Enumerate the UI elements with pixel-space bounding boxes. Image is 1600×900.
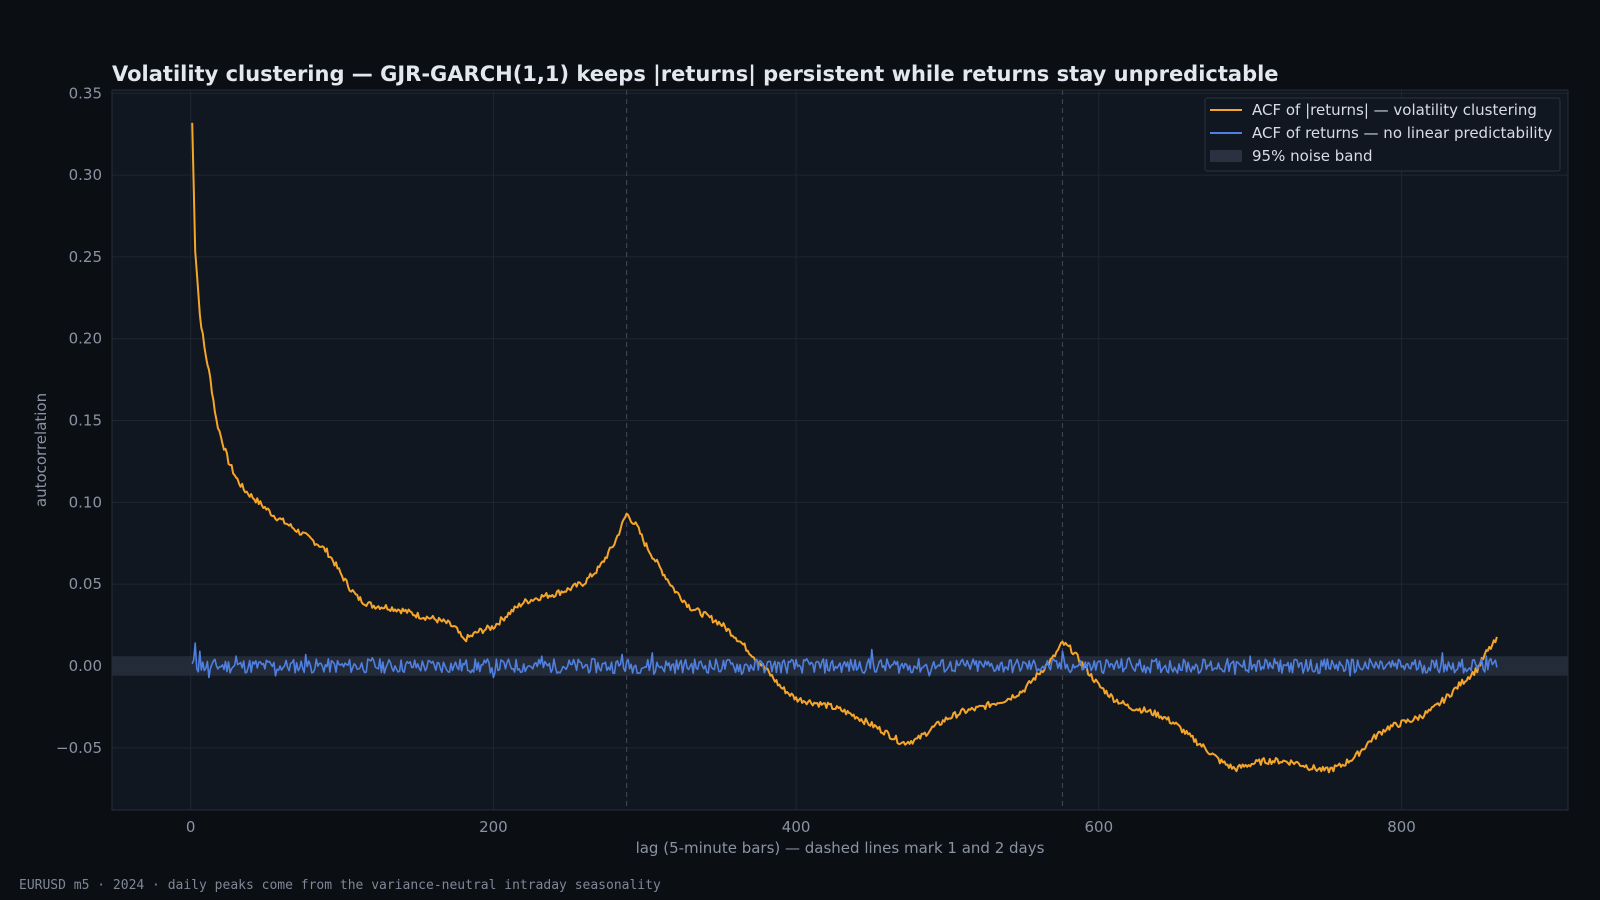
y-tick-label: 0.35	[69, 84, 102, 102]
plot-frame	[111, 89, 1569, 811]
legend: ACF of |returns| — volatility clustering…	[1204, 97, 1561, 172]
y-tick-label: 0.10	[69, 493, 102, 511]
legend-label-abs-returns: ACF of |returns| — volatility clustering	[1252, 101, 1537, 119]
legend-label-returns: ACF of returns — no linear predictabilit…	[1252, 124, 1552, 142]
tick-labels: −0.05 0.00 0.05 0.10 0.15 0.20 0.25 0.30 0.35 0 20…	[56, 84, 1416, 836]
legend-label-noise-band: 95% noise band	[1252, 147, 1373, 165]
y-tick-label: 0.15	[69, 412, 102, 430]
plot-area	[112, 90, 1568, 810]
footnote: EURUSD m5 · 2024 · daily peaks come from…	[19, 878, 661, 893]
series-line-abs-returns	[191, 122, 1498, 774]
grid	[112, 90, 1568, 810]
y-tick-label: −0.05	[56, 739, 102, 757]
x-tick-label: 600	[1084, 818, 1113, 836]
y-tick-label: 0.00	[69, 657, 102, 675]
day-reference-lines	[625, 90, 1064, 810]
y-tick-label: 0.05	[69, 575, 102, 593]
x-axis-label: lag (5-minute bars) — dashed lines mark …	[636, 839, 1045, 857]
legend-box	[1204, 97, 1561, 172]
x-tick-label: 800	[1387, 818, 1416, 836]
series-layer	[191, 122, 1498, 774]
x-tick-label: 400	[782, 818, 811, 836]
x-tick-label: 200	[479, 818, 508, 836]
y-tick-label: 0.20	[69, 330, 102, 348]
y-tick-label: 0.30	[69, 166, 102, 184]
legend-swatch-noise-band	[1210, 150, 1242, 162]
y-axis-label: autocorrelation	[32, 393, 50, 507]
x-tick-label: 0	[186, 818, 196, 836]
y-tick-label: 0.25	[69, 248, 102, 266]
series-line-returns	[191, 642, 1498, 679]
chart-title: Volatility clustering — GJR-GARCH(1,1) k…	[112, 62, 1279, 87]
